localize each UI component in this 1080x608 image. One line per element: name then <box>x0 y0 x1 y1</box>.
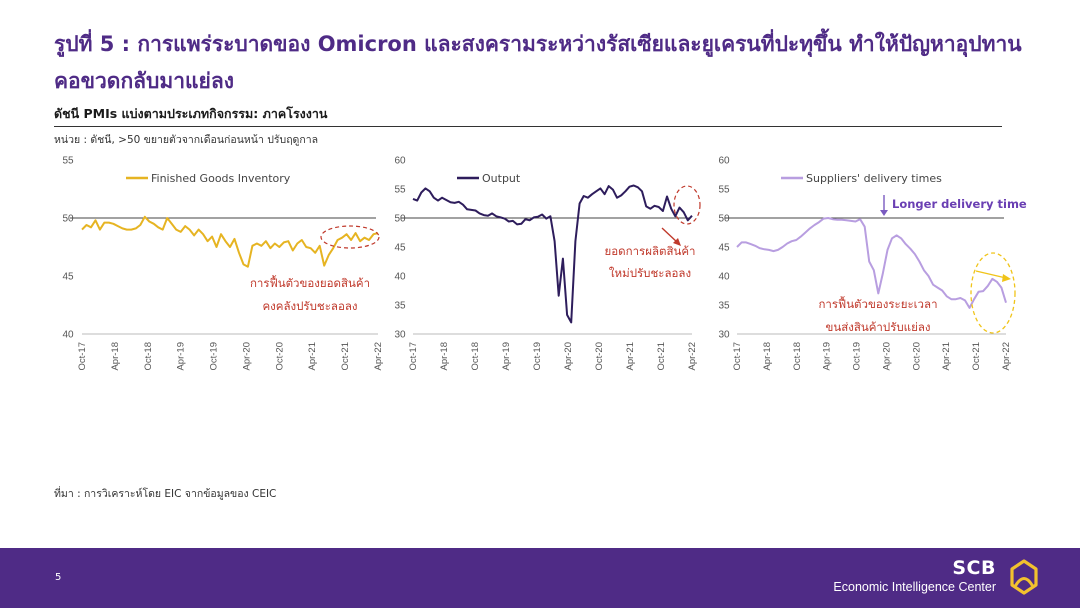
y-tick-label: 45 <box>62 272 74 283</box>
x-tick-label: Apr-20 <box>881 342 892 371</box>
y-tick-label: 40 <box>62 330 74 341</box>
annotation-text: การฟื้นตัวของยอดสินค้า <box>250 275 370 290</box>
annotation-arrow <box>661 227 679 244</box>
annotation-text: การฟื้นตัวของระยะเวลา <box>818 296 937 311</box>
annotation-text: Longer delivery time <box>892 197 1027 211</box>
x-tick-label: Apr-19 <box>822 342 833 371</box>
legend-label: Output <box>482 172 521 185</box>
series-line <box>81 215 379 268</box>
y-tick-label: 50 <box>62 214 74 225</box>
annotation-text: ใหม่ปรับชะลอลง <box>609 266 691 280</box>
x-tick-label: Apr-22 <box>687 342 698 371</box>
series-line <box>412 184 693 324</box>
x-tick-label: Oct-21 <box>971 342 982 371</box>
y-tick-label: 55 <box>62 156 74 167</box>
y-tick-label: 30 <box>718 330 730 341</box>
y-tick-label: 45 <box>718 243 730 254</box>
annotation-text: ยอดการผลิตสินค้า <box>605 244 696 258</box>
x-tick-label: Apr-18 <box>439 342 450 371</box>
x-tick-label: Apr-20 <box>241 342 252 371</box>
x-tick-label: Apr-18 <box>110 342 121 371</box>
brand-subtitle: Economic Intelligence Center <box>833 580 996 594</box>
y-tick-label: 50 <box>394 214 406 225</box>
x-tick-label: Oct-17 <box>732 342 743 371</box>
chart-panel-1: 40 45 50 55 Oct-17 Apr-18 Oct-18 Apr-19 Oct-19 Ap… <box>62 156 384 371</box>
x-tick-label: Oct-21 <box>656 342 667 371</box>
arrow-head <box>880 210 888 216</box>
divider-line <box>54 126 1002 127</box>
x-tick-label: Oct-20 <box>594 342 605 371</box>
source-note: ที่มา : การวิเคราะห์โดย EIC จากข้อมูลของ… <box>54 488 277 500</box>
brand-block: SCB Economic Intelligence Center <box>833 557 996 596</box>
chart-panel-3: 30 35 40 45 50 55 60 Oct-17 Apr-18 Oct-18 Apr-19 Oc… <box>718 156 1012 371</box>
arrow-head <box>673 238 681 246</box>
x-tick-label: Oct-17 <box>408 342 419 371</box>
x-tick-label: Apr-21 <box>941 342 952 371</box>
x-tick-label: Oct-18 <box>470 342 481 371</box>
footer-bar: 5 SCB Economic Intelligence Center <box>0 548 1080 608</box>
y-tick-label: 40 <box>718 272 730 283</box>
annotation-text: คงคลังปรับชะลอลง <box>262 299 357 313</box>
y-tick-label: 40 <box>394 272 406 283</box>
y-tick-label: 30 <box>394 330 406 341</box>
y-tick-label: 55 <box>718 185 730 196</box>
pmi-charts: 40 45 50 55 Oct-17 Apr-18 Oct-18 Apr-19 Oct-19 Ap… <box>62 156 1027 371</box>
annotation-text: ขนส่งสินค้าปรับแย่ลง <box>826 320 931 334</box>
x-tick-label: Apr-22 <box>1001 342 1012 371</box>
x-tick-label: Apr-18 <box>762 342 773 371</box>
brand-name: SCB <box>952 557 996 579</box>
x-tick-label: Oct-19 <box>532 342 543 371</box>
y-tick-label: 35 <box>718 301 730 312</box>
y-tick-label: 50 <box>718 214 730 225</box>
arrow-head <box>1002 274 1011 282</box>
series-line <box>736 217 1007 309</box>
y-tick-label: 60 <box>394 156 406 167</box>
highlight-ellipse <box>673 185 701 225</box>
x-tick-label: Oct-20 <box>911 342 922 371</box>
x-tick-label: Oct-20 <box>274 342 285 371</box>
x-tick-label: Apr-21 <box>307 342 318 371</box>
x-tick-label: Oct-17 <box>77 342 88 371</box>
scb-logo-icon <box>1010 559 1038 595</box>
x-tick-label: Oct-19 <box>852 342 863 371</box>
y-tick-label: 45 <box>394 243 406 254</box>
highlight-ellipse <box>320 225 380 249</box>
y-tick-label: 55 <box>394 185 406 196</box>
unit-note: หน่วย : ดัชนี, >50 ขยายตัวจากเดือนก่อนหน… <box>54 134 319 146</box>
highlight-ellipse <box>970 252 1016 334</box>
x-tick-label: Oct-18 <box>792 342 803 371</box>
chart-subtitle: ดัชนี PMIs แบ่งตามประเภทกิจกรรม: ภาคโรงง… <box>54 106 328 121</box>
legend-label: Finished Goods Inventory <box>151 172 291 185</box>
x-tick-label: Oct-18 <box>143 342 154 371</box>
chart-panel-2: 30 35 40 45 50 55 60 Oct-17 Apr-18 Oct-18 Apr-19 Oc… <box>394 156 698 371</box>
y-tick-label: 35 <box>394 301 406 312</box>
x-tick-label: Apr-22 <box>373 342 384 371</box>
x-tick-label: Apr-21 <box>625 342 636 371</box>
x-tick-label: Apr-20 <box>563 342 574 371</box>
x-tick-label: Apr-19 <box>501 342 512 371</box>
slide-title: รูปที่ 5 : การแพร่ระบาดของ Omicron และสง… <box>54 32 1022 93</box>
y-tick-label: 60 <box>718 156 730 167</box>
page-number: 5 <box>55 572 62 583</box>
annotation-arrow <box>975 270 1007 279</box>
legend-label: Suppliers' delivery times <box>806 172 942 185</box>
x-tick-label: Oct-21 <box>340 342 351 371</box>
x-tick-label: Apr-19 <box>176 342 187 371</box>
x-tick-label: Oct-19 <box>209 342 220 371</box>
